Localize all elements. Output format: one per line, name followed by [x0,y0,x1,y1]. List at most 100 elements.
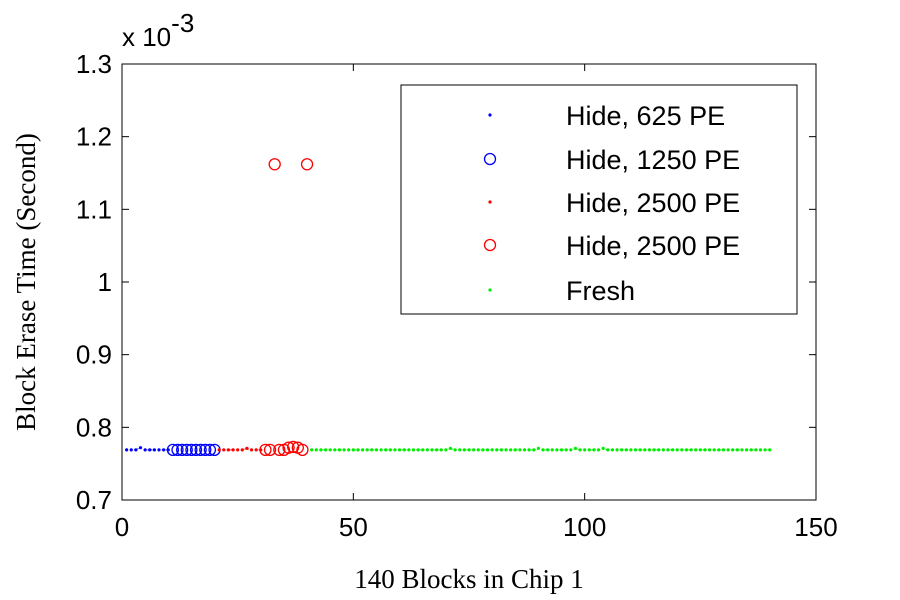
data-point [439,448,443,452]
legend-label: Hide, 2500 PE [566,231,740,261]
y-tick-label: 0.7 [76,485,112,515]
data-point [282,441,295,454]
data-point [670,448,675,452]
data-point [527,448,531,452]
data-point [458,448,462,452]
data-point [610,448,615,452]
legend-marker [488,113,492,117]
data-point [606,448,610,452]
data-point [555,448,559,452]
data-point [532,448,536,452]
data-point [694,448,698,452]
data-point [472,448,476,452]
data-point [745,448,749,452]
data-point [481,448,485,452]
data-point [712,448,716,452]
data-point [564,448,568,452]
data-point [666,448,670,452]
data-point [615,448,619,452]
data-point [620,448,624,452]
data-point [185,443,198,457]
data-point [337,448,342,452]
data-point [416,448,420,452]
data-point [166,443,180,457]
data-point [587,448,591,452]
data-point [735,448,739,452]
data-point [749,448,753,452]
data-point [680,448,684,452]
data-point [541,448,545,452]
data-point [342,448,346,452]
data-point [675,448,679,452]
data-point [314,448,318,452]
y-tick-label: 1 [98,267,112,297]
y-tick-label: 0.8 [76,412,112,442]
data-point [411,448,416,452]
data-point [717,448,721,452]
data-point [740,448,744,452]
x-tick-label: 50 [339,512,368,542]
y-axis-title: Block Erase Time (Second) [11,133,41,431]
data-point [319,448,323,452]
data-point [546,448,550,452]
data-point [583,448,587,452]
data-point [629,448,633,452]
data-point [402,448,406,452]
data-point [379,448,383,452]
data-point [601,446,605,451]
x-tick-label: 150 [794,512,837,542]
legend-marker [488,288,492,292]
data-point [698,448,702,452]
data-point [768,448,772,452]
data-point [236,448,240,452]
data-point [652,448,656,452]
data-point [259,443,272,457]
series-line [311,447,770,451]
data-point [499,448,503,452]
data-point [189,443,203,457]
data-point [485,448,490,452]
legend-marker [488,200,492,204]
series-line [126,447,169,451]
data-point [536,446,541,451]
data-point [125,448,129,452]
data-point [217,448,221,452]
data-point [249,448,254,452]
data-point [134,448,138,452]
data-point [351,448,355,452]
y-tick-label: 1.1 [76,194,112,224]
data-point [522,448,527,452]
data-point [726,448,730,452]
data-point [393,448,397,452]
data-point [347,448,351,452]
data-point [518,448,522,452]
data-point [398,448,402,452]
data-point [509,448,513,452]
data-point [647,448,652,452]
axis-ticks [121,63,817,501]
data-point [374,448,379,452]
x-axis-title: 140 Blocks in Chip 1 [354,564,584,594]
data-point [596,448,601,452]
data-point [300,158,314,171]
data-point [754,448,758,452]
data-point [388,448,392,452]
data-point [296,443,309,457]
data-point [504,448,508,452]
series-3 [259,158,314,457]
y-tick-label: 1.2 [76,122,112,152]
data-point [758,448,763,452]
data-point [180,443,193,457]
data-point [240,448,244,452]
data-point [430,448,434,452]
data-point [425,448,429,452]
data-point [462,448,466,452]
legend-box [400,84,798,315]
legend: Hide, 625 PE Hide, 1250 PE Hide, 2500 PE Hi… [400,84,798,315]
data-point [231,448,235,452]
data-point [370,448,374,452]
data-point [407,448,411,452]
data-point [495,448,499,452]
x-tick-label: 100 [563,512,606,542]
